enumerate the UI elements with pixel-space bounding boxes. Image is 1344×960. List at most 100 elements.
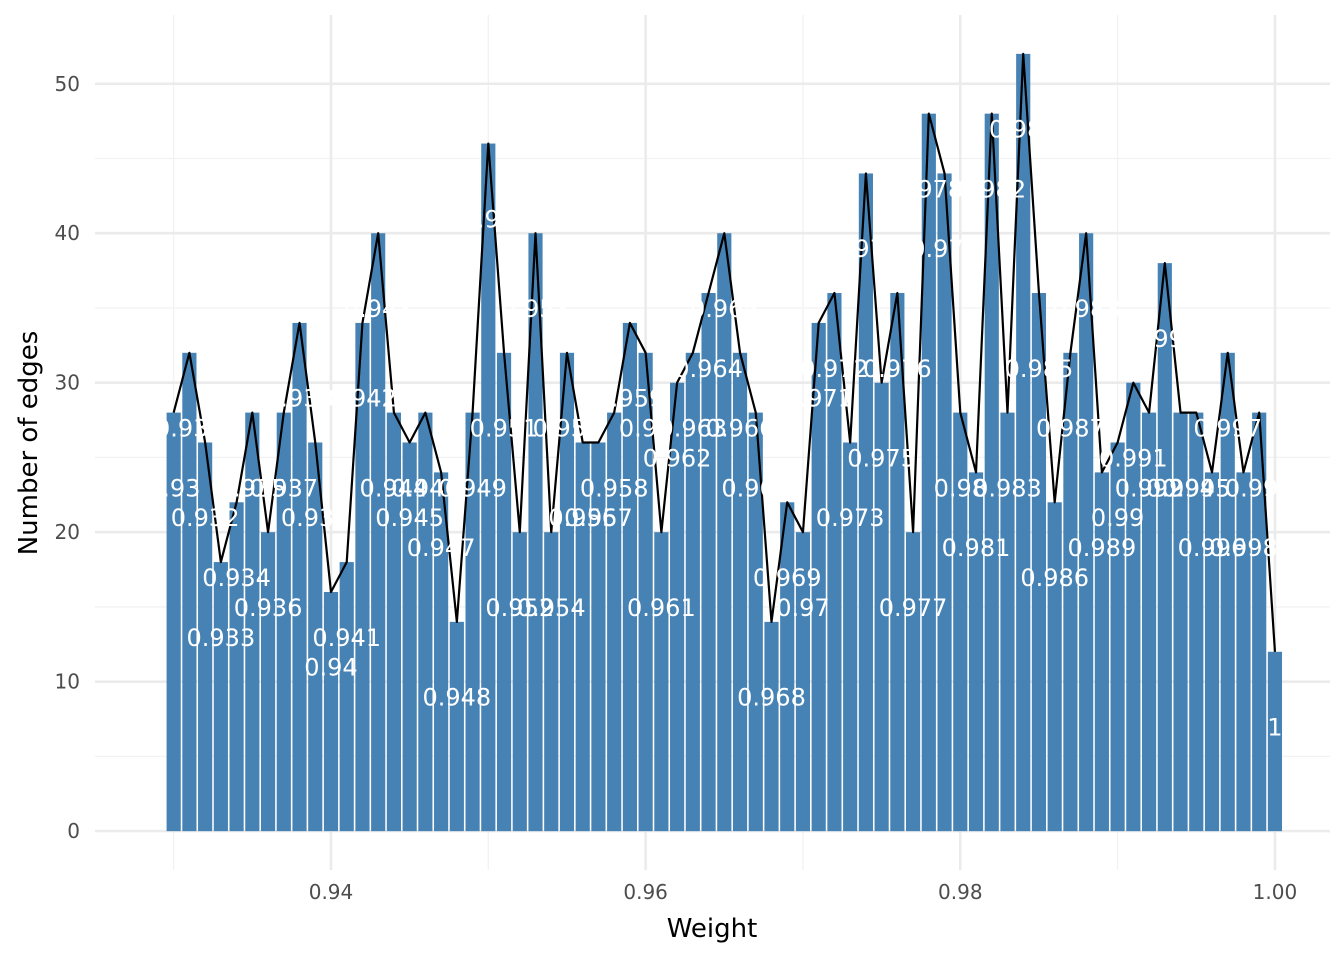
bar [1016,53,1031,832]
bar-value-label: 0.937 [249,474,318,502]
bar-value-label: 0.959 [596,385,665,413]
bar [968,472,984,832]
bar [1110,442,1125,832]
y-tick-label: 50 [55,72,80,96]
bar-value-label: 0.985 [1005,355,1074,383]
bar [921,113,936,832]
bar-value-label: 0.987 [1036,415,1105,443]
bar [607,412,622,832]
bar-value-label: 0.953 [501,295,570,323]
bar [1189,412,1204,832]
bar [717,233,732,832]
bar-value-label: 0.96 [619,415,672,443]
bar [591,442,606,832]
bar-value-label: 0.963 [658,415,727,443]
bar [386,412,401,832]
bar-value-label: 0.993 [1130,325,1199,353]
bar-value-label: 0.934 [202,564,271,592]
bar-value-label: 0.979 [910,235,979,263]
x-axis-title: Weight [667,914,758,944]
bar [245,412,260,832]
bar [764,621,779,832]
bar [1047,502,1062,832]
bar [748,412,763,832]
bar [229,502,244,832]
bar-value-label: 0.991 [1099,444,1168,472]
bar [827,293,842,832]
bar [984,113,999,832]
bar [874,382,889,832]
y-tick-label: 40 [55,221,80,245]
bar [512,532,527,832]
bar [402,442,417,832]
bar-value-label: 0.962 [643,444,712,472]
bar-value-label: 0.951 [470,415,539,443]
bar-value-label: 0.93 [147,474,200,502]
bar [701,293,716,832]
bar-value-label: 0.967 [721,474,790,502]
bar [166,412,181,832]
bar-value-label: 0.966 [706,415,775,443]
bar [843,442,858,832]
bar-value-label: 0.98 [934,474,987,502]
bar [890,293,905,832]
bar-value-label: 0.956 [548,504,617,532]
bar-value-label: 0.995 [1162,474,1231,502]
bar-value-label: 0.958 [580,474,649,502]
tick-labels: 0 10 20 30 40 50 0.94 0.96 0.98 1.00 [55,72,1298,904]
y-tick-label: 20 [55,520,80,544]
bar [1126,382,1141,832]
trend-line [172,52,1277,652]
bar-value-label: 0.983 [973,474,1042,502]
bar-value-label: 0.997 [1193,415,1262,443]
bar [638,352,653,832]
bar-value-label: 0.955 [533,415,602,443]
y-tick-label: 10 [55,670,80,694]
bar-value-label: 0.972 [800,355,869,383]
bar [323,591,339,832]
bar-value-label: 0.975 [847,444,916,472]
bar-value-label: 0.946 [391,474,460,502]
bar [732,352,748,832]
bar [1079,233,1094,832]
bar [795,532,811,832]
bar [528,233,543,832]
bar [559,352,575,832]
bar-value-label: 0.932 [171,504,240,532]
bar-value-label: 0.994 [1146,474,1215,502]
bar-value-label: 0.964 [674,355,743,383]
bar-value-label: 0.952 [485,594,554,622]
bar [465,412,480,832]
trend-line-group [172,52,1277,652]
bar [953,412,968,832]
data-labels: 0.930.9310.9320.9330.9340.9350.9360.9370… [147,116,1294,742]
bar [418,412,433,832]
bar [1094,472,1109,832]
bar [276,412,291,832]
bar [1157,263,1172,832]
bar [575,442,590,832]
bar-value-label: 0.942 [328,385,397,413]
bar-value-label: 0.954 [517,594,586,622]
bar-value-label: 0.969 [753,564,822,592]
bar-value-label: 0.965 [690,295,759,323]
bar-value-label: 0.933 [187,624,256,652]
bar-value-label: 0.94 [304,654,357,682]
bar [449,621,464,832]
bar [1141,412,1157,832]
bar [1236,472,1251,832]
bar-value-label: 0.944 [360,474,429,502]
bar-value-label: 0.947 [407,534,476,562]
bar-value-label: 0.996 [1178,534,1247,562]
bar-value-label: 0.931 [155,415,224,443]
bar [654,532,669,832]
bar [213,562,228,832]
x-tick-label: 0.98 [938,880,983,904]
bar [1204,472,1220,832]
bar [1252,412,1267,832]
bar-value-label: 0.936 [234,594,303,622]
y-axis-title: Number of edges [14,331,44,556]
bar [198,442,213,832]
bar [780,502,795,832]
